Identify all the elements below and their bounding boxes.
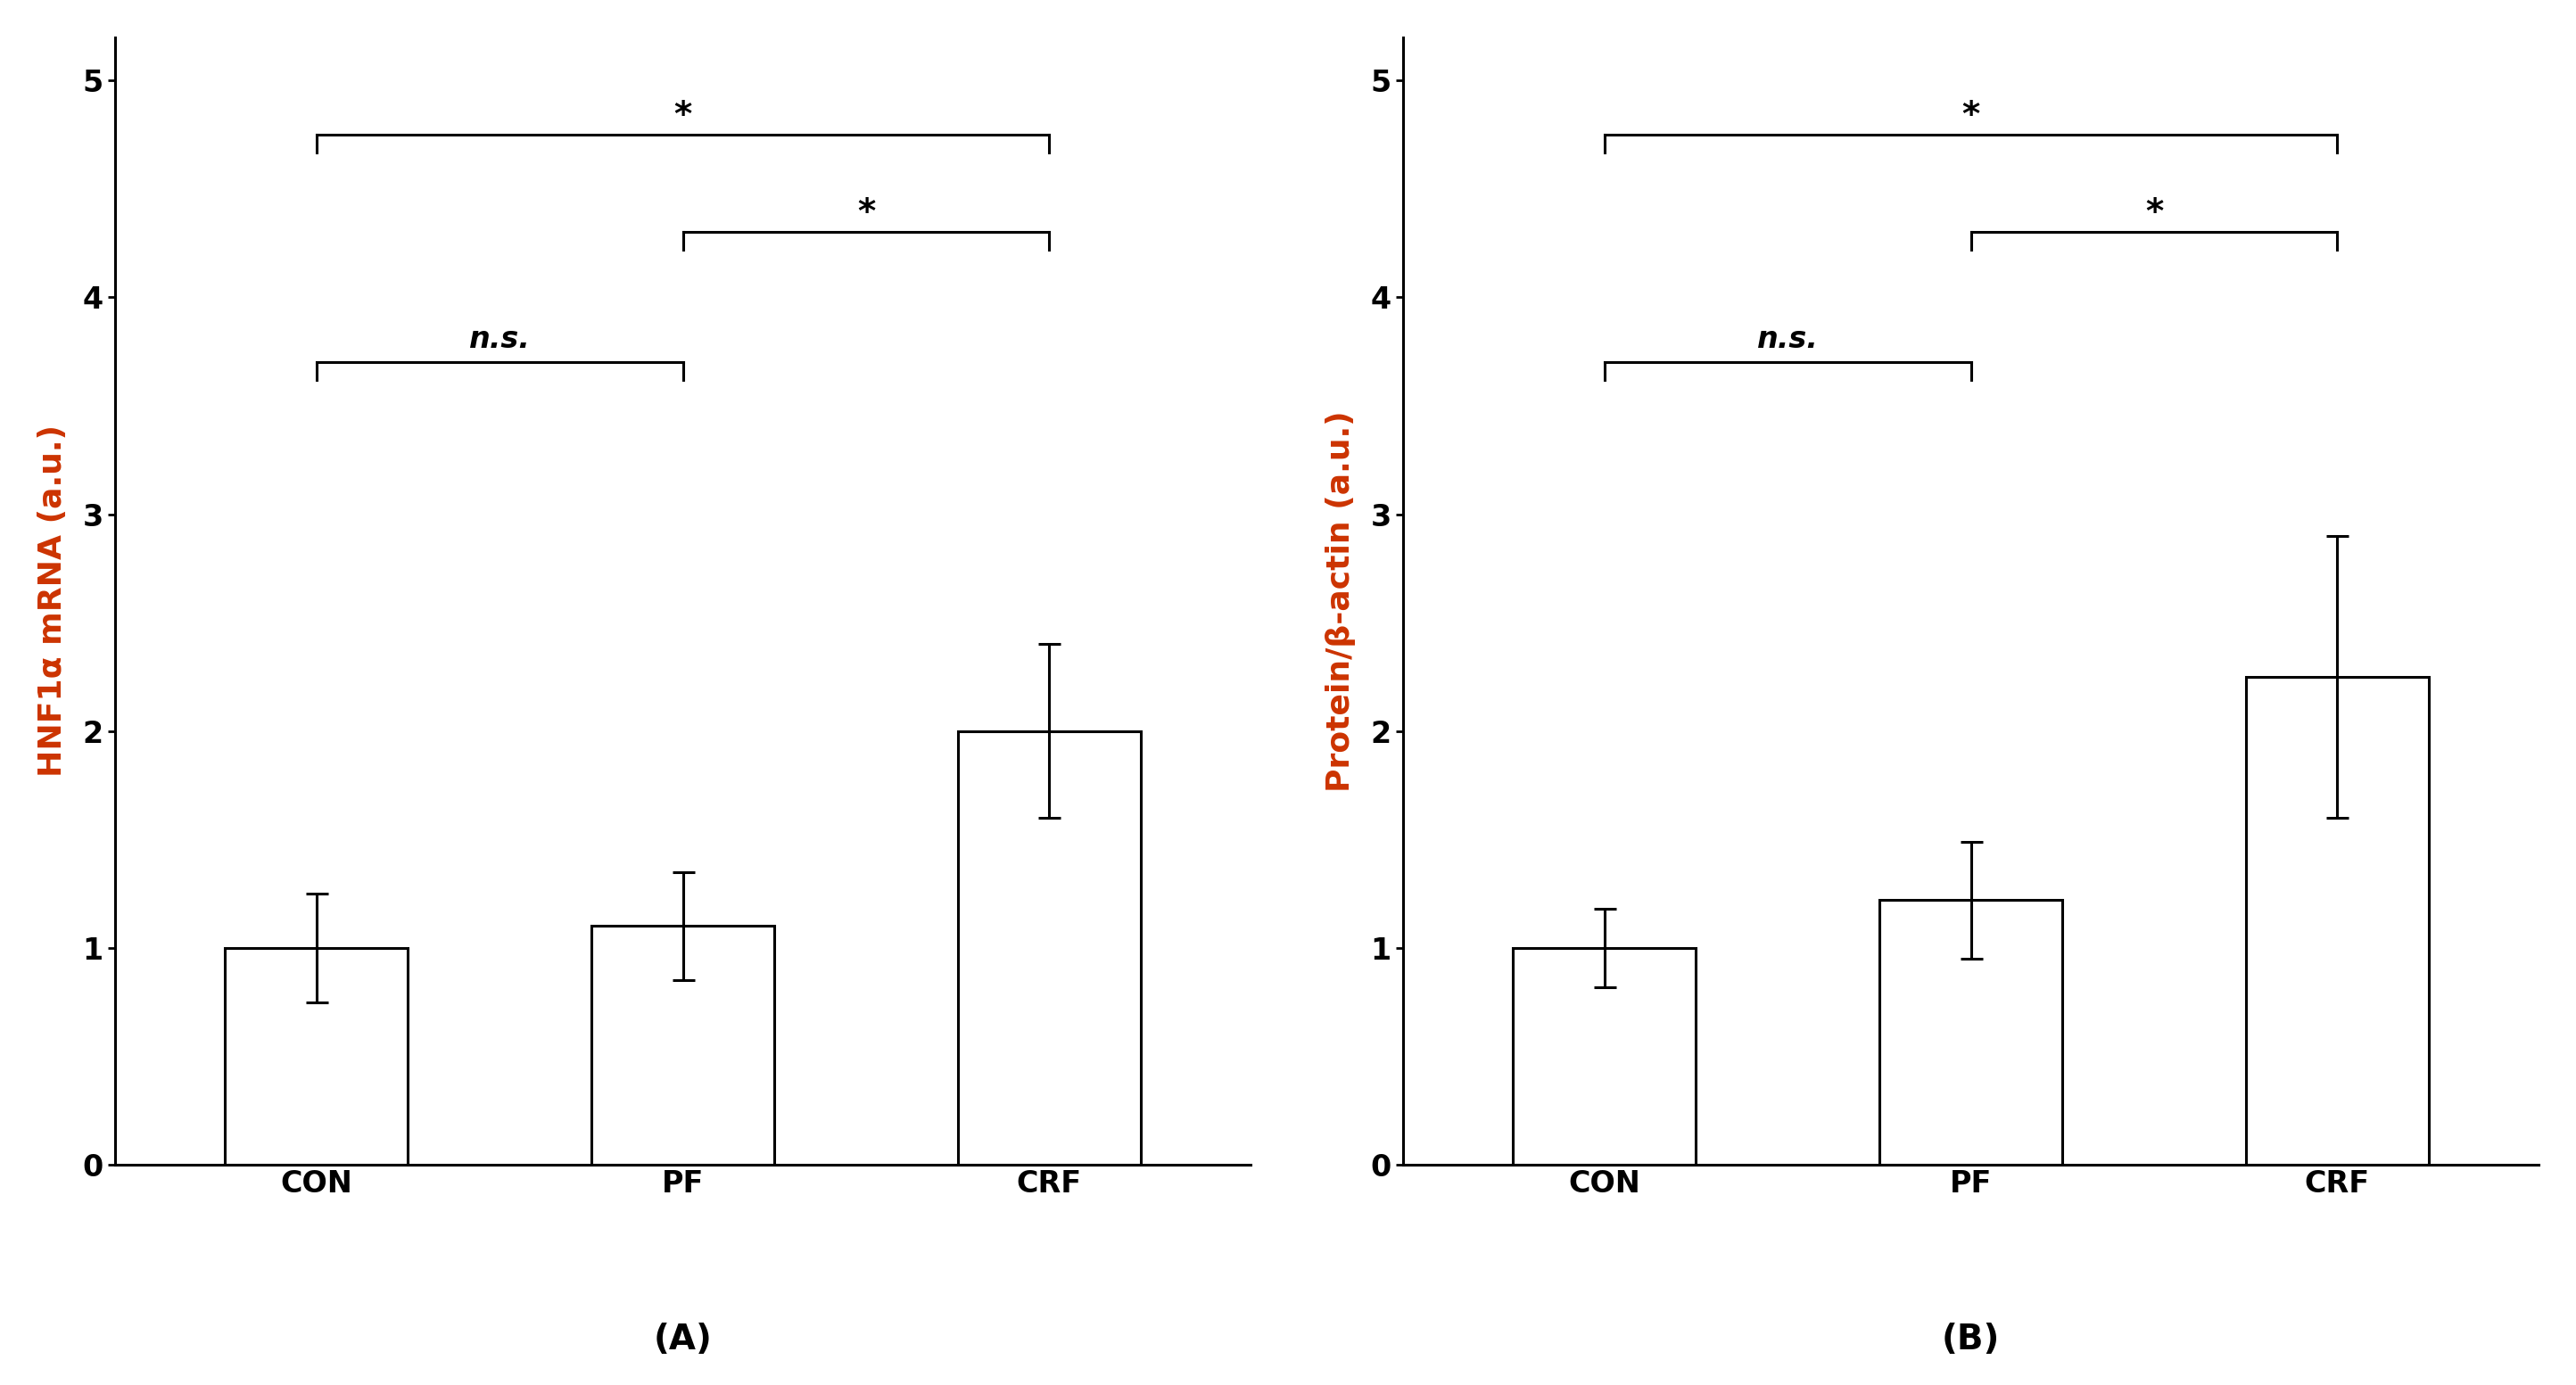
Text: n.s.: n.s. (1757, 324, 1819, 353)
Bar (592, 927, 775, 1165)
Text: n.s.: n.s. (469, 324, 531, 353)
Bar (1512, 947, 1695, 1165)
Text: *: * (858, 197, 876, 230)
Bar (224, 947, 407, 1165)
Text: (A): (A) (654, 1323, 711, 1356)
Bar (1880, 900, 2063, 1165)
Bar (958, 731, 1141, 1165)
Text: *: * (675, 98, 693, 133)
Bar (2246, 677, 2429, 1165)
Text: *: * (2146, 197, 2164, 230)
Y-axis label: HNF1α mRNA (a.u.): HNF1α mRNA (a.u.) (36, 425, 67, 777)
Text: (B): (B) (1942, 1323, 1999, 1356)
Text: *: * (1963, 98, 1981, 133)
Y-axis label: Protein/β-actin (a.u.): Protein/β-actin (a.u.) (1324, 410, 1355, 792)
